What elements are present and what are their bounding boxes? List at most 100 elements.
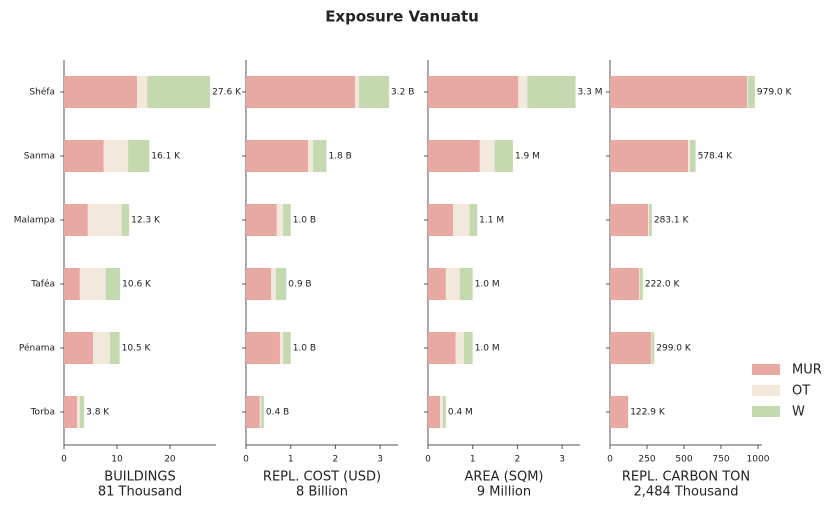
bar-segment (445, 268, 460, 300)
value-label: 3.2 B (391, 88, 414, 98)
bar-segment (246, 76, 356, 108)
x-tick-label: 10 (111, 455, 123, 465)
y-tick-label: Torba (30, 408, 55, 418)
value-label: 0.4 M (448, 408, 473, 418)
value-label: 283.1 K (654, 216, 690, 226)
bar-segment (610, 332, 651, 364)
bar-segment (271, 268, 276, 300)
bar-segment (275, 268, 287, 300)
legend-label: W (792, 405, 805, 420)
value-label: 1.0 B (293, 344, 316, 354)
bar-segment (648, 204, 652, 236)
x-axis-label: 2,484 Thousand (634, 485, 739, 500)
bar-segment (440, 396, 443, 428)
bar-segment (687, 140, 690, 172)
value-label: 3.8 K (86, 408, 110, 418)
bar-segment (110, 332, 120, 364)
x-tick-label: 0 (61, 455, 67, 465)
bar-segment (77, 396, 80, 428)
bar-segment (79, 268, 106, 300)
value-label: 27.6 K (212, 88, 242, 98)
value-label: 1.0 M (475, 280, 500, 290)
x-axis-label: REPL. CARBON TON (622, 470, 750, 485)
bar-segment (453, 204, 470, 236)
bar-segment (428, 76, 519, 108)
bar-segment (648, 204, 649, 236)
x-tick-label: 1 (288, 455, 294, 465)
value-label: 0.9 B (288, 280, 311, 290)
bar-segment (64, 76, 138, 108)
y-tick-label: Sanma (24, 152, 55, 162)
bar-segment (246, 140, 309, 172)
value-label: 1.8 B (328, 152, 351, 162)
bar-segment (651, 332, 655, 364)
value-label: 1.1 M (479, 216, 504, 226)
bar-segment (147, 76, 211, 108)
x-axis-label: AREA (SQM) (464, 470, 543, 485)
value-label: 10.5 K (122, 344, 152, 354)
x-axis-label: 81 Thousand (98, 485, 182, 500)
value-label: 0.4 B (266, 408, 289, 418)
bar-segment (93, 332, 111, 364)
value-label: 979.0 K (757, 88, 793, 98)
bar-segment (747, 76, 755, 108)
y-tick-label: Malampa (14, 216, 55, 226)
x-axis-label: BUILDINGS (104, 470, 175, 485)
bar-segment (246, 332, 280, 364)
bar-segment (610, 76, 748, 108)
bar-segment (283, 332, 291, 364)
x-axis-label: 9 Million (477, 485, 531, 500)
y-tick-label: Shéfa (29, 87, 55, 98)
y-tick-label: Taféa (30, 279, 55, 290)
bar-segment (639, 268, 643, 300)
bar-segment (64, 332, 94, 364)
bar-segment (469, 204, 478, 236)
bar-segment (259, 396, 262, 428)
bar-segment (455, 332, 464, 364)
legend-label: OT (792, 384, 810, 399)
bar-segment (428, 396, 441, 428)
legend-label: MUR (792, 363, 822, 378)
bar-segment (313, 140, 327, 172)
legend-swatch (752, 364, 780, 375)
value-label: 1.0 M (475, 344, 500, 354)
x-tick-label: 0 (425, 455, 431, 465)
value-label: 122.9 K (630, 408, 666, 418)
x-axis-label: REPL. COST (USD) (263, 470, 381, 485)
value-label: 3.3 M (578, 88, 603, 98)
bar-segment (121, 204, 130, 236)
value-label: 1.9 M (515, 152, 540, 162)
value-label: 12.3 K (131, 216, 161, 226)
bar-segment (79, 396, 85, 428)
bar-segment (610, 268, 640, 300)
bar-segment (276, 204, 284, 236)
bar-segment (442, 396, 446, 428)
bar-segment (283, 204, 291, 236)
bar-segment (64, 268, 80, 300)
x-tick-label: 0 (243, 455, 249, 465)
bar-segment (428, 332, 456, 364)
bar-segment (279, 332, 284, 364)
bar-segment (246, 268, 272, 300)
bar-segment (479, 140, 495, 172)
legend-swatch (752, 385, 780, 396)
bar-segment (355, 76, 360, 108)
x-tick-label: 0 (607, 455, 613, 465)
bar-segment (494, 140, 513, 172)
bar-segment (463, 332, 473, 364)
bar-segment (610, 204, 649, 236)
value-label: 16.1 K (151, 152, 181, 162)
bar-segment (747, 76, 748, 108)
bar-segment (428, 140, 480, 172)
bar-segment (137, 76, 148, 108)
y-tick-label: Pénama (19, 343, 55, 354)
bar-segment (610, 396, 629, 428)
bar-segment (428, 268, 446, 300)
bar-segment (459, 268, 473, 300)
x-tick-label: 2 (515, 455, 521, 465)
bar-segment (359, 76, 390, 108)
bar-segment (428, 204, 454, 236)
bar-segment (64, 204, 88, 236)
bar-segment (87, 204, 122, 236)
x-tick-label: 500 (675, 455, 692, 465)
